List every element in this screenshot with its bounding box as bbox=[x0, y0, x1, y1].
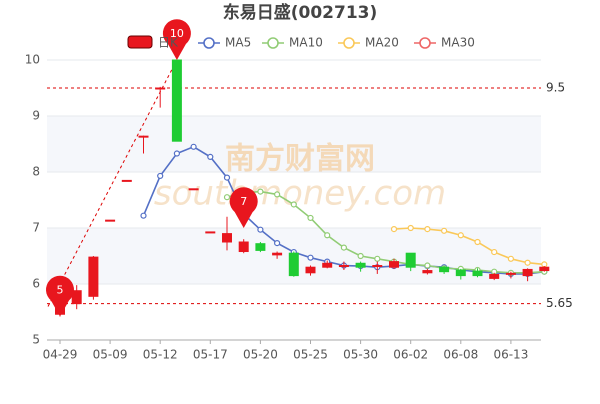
ma-point bbox=[407, 224, 414, 232]
candle-body bbox=[71, 290, 82, 305]
annotation-label: 5 bbox=[57, 283, 64, 296]
ma-point bbox=[257, 226, 264, 233]
ma-point bbox=[307, 254, 314, 261]
candle-body bbox=[422, 270, 433, 274]
legend-label: MA5 bbox=[225, 36, 251, 50]
candle-body bbox=[389, 261, 399, 268]
candle-body bbox=[439, 266, 450, 273]
candle-body bbox=[155, 87, 166, 90]
reference-label: 9.5 bbox=[546, 81, 565, 95]
ma-point bbox=[223, 194, 231, 201]
ma-point bbox=[157, 172, 164, 180]
x-tick-label: 05-30 bbox=[343, 348, 378, 362]
candle-body bbox=[88, 256, 99, 297]
candle-body bbox=[322, 262, 333, 268]
ma-point bbox=[390, 226, 398, 233]
candle-body bbox=[238, 241, 249, 253]
x-tick-label: 04-29 bbox=[43, 348, 78, 362]
candle-body bbox=[522, 268, 533, 277]
annotation-pin bbox=[46, 275, 75, 317]
y-tick-label: 5 bbox=[32, 333, 40, 347]
candle-body bbox=[405, 252, 416, 268]
ma-point bbox=[357, 252, 364, 260]
legend-marker bbox=[343, 37, 355, 49]
x-tick-label: 05-20 bbox=[243, 348, 278, 362]
legend-label: MA10 bbox=[289, 36, 323, 50]
candle-body bbox=[205, 231, 216, 234]
ma-point bbox=[290, 201, 297, 208]
candle-body bbox=[305, 266, 316, 274]
x-tick-label: 06-02 bbox=[393, 348, 428, 362]
x-tick-label: 05-25 bbox=[293, 348, 328, 362]
ma-point bbox=[340, 244, 347, 251]
candle-body bbox=[138, 135, 149, 138]
ma-point bbox=[190, 143, 197, 150]
candle-body bbox=[121, 179, 132, 182]
legend-label: MA20 bbox=[365, 36, 399, 50]
candle-body bbox=[272, 252, 283, 256]
candle-body bbox=[355, 262, 366, 268]
candle-body bbox=[255, 243, 266, 251]
candle-body bbox=[188, 188, 199, 191]
candle-body bbox=[455, 269, 466, 277]
watermark: 南方财富网 bbox=[225, 142, 375, 177]
candle-body bbox=[539, 266, 550, 272]
ma-point bbox=[307, 214, 314, 222]
legend-swatch bbox=[127, 35, 153, 49]
annotation-pin bbox=[229, 187, 258, 228]
ma-point bbox=[441, 227, 448, 234]
y-tick-label: 10 bbox=[25, 53, 40, 67]
y-tick-label: 7 bbox=[32, 221, 40, 235]
ma-point bbox=[274, 240, 281, 247]
annotation-pin bbox=[162, 19, 191, 60]
legend-marker bbox=[419, 37, 431, 49]
trend-line bbox=[47, 59, 178, 307]
annotation-label: 10 bbox=[170, 27, 184, 40]
ma-point bbox=[173, 150, 180, 157]
legend-marker bbox=[267, 37, 279, 49]
chart-title: 东易日盛(002713) bbox=[223, 2, 378, 23]
candle-body bbox=[338, 265, 349, 268]
ma-point bbox=[374, 255, 381, 262]
annotation-label: 7 bbox=[240, 195, 247, 208]
x-tick-label: 05-09 bbox=[93, 348, 128, 362]
candle-body bbox=[171, 59, 182, 142]
ma-point bbox=[524, 259, 531, 266]
ma-point bbox=[491, 248, 498, 256]
candle-body bbox=[105, 219, 116, 222]
ma-point bbox=[424, 226, 431, 233]
candle-body bbox=[505, 272, 516, 275]
legend-label: 日K bbox=[158, 36, 179, 50]
ma-point bbox=[424, 262, 431, 269]
watermark-url: southmoney.com bbox=[154, 174, 446, 214]
x-tick-label: 06-13 bbox=[493, 348, 528, 362]
ma-point bbox=[474, 238, 481, 246]
ma-point bbox=[507, 255, 514, 262]
x-tick-label: 05-12 bbox=[143, 348, 178, 362]
ma-point bbox=[457, 232, 464, 239]
legend-marker bbox=[203, 37, 215, 49]
ma-point bbox=[207, 153, 214, 160]
x-tick-label: 06-08 bbox=[443, 348, 478, 362]
ma-point bbox=[223, 174, 231, 181]
ma-point bbox=[274, 191, 281, 198]
candle-body bbox=[472, 270, 483, 277]
ma-point bbox=[324, 232, 331, 239]
y-tick-label: 6 bbox=[32, 277, 40, 291]
candle-body bbox=[489, 273, 500, 279]
candle-body bbox=[288, 252, 299, 277]
candle-body bbox=[222, 233, 232, 243]
ma-line bbox=[393, 227, 545, 266]
x-tick-label: 05-17 bbox=[193, 348, 228, 362]
y-tick-label: 8 bbox=[32, 165, 40, 179]
y-tick-label: 9 bbox=[32, 109, 40, 123]
grid-band bbox=[47, 116, 541, 172]
legend-label: MA30 bbox=[441, 36, 475, 50]
ma-point bbox=[257, 188, 264, 195]
ma-point bbox=[140, 212, 147, 219]
reference-label: 5.65 bbox=[546, 296, 573, 310]
candle-body bbox=[372, 265, 383, 268]
